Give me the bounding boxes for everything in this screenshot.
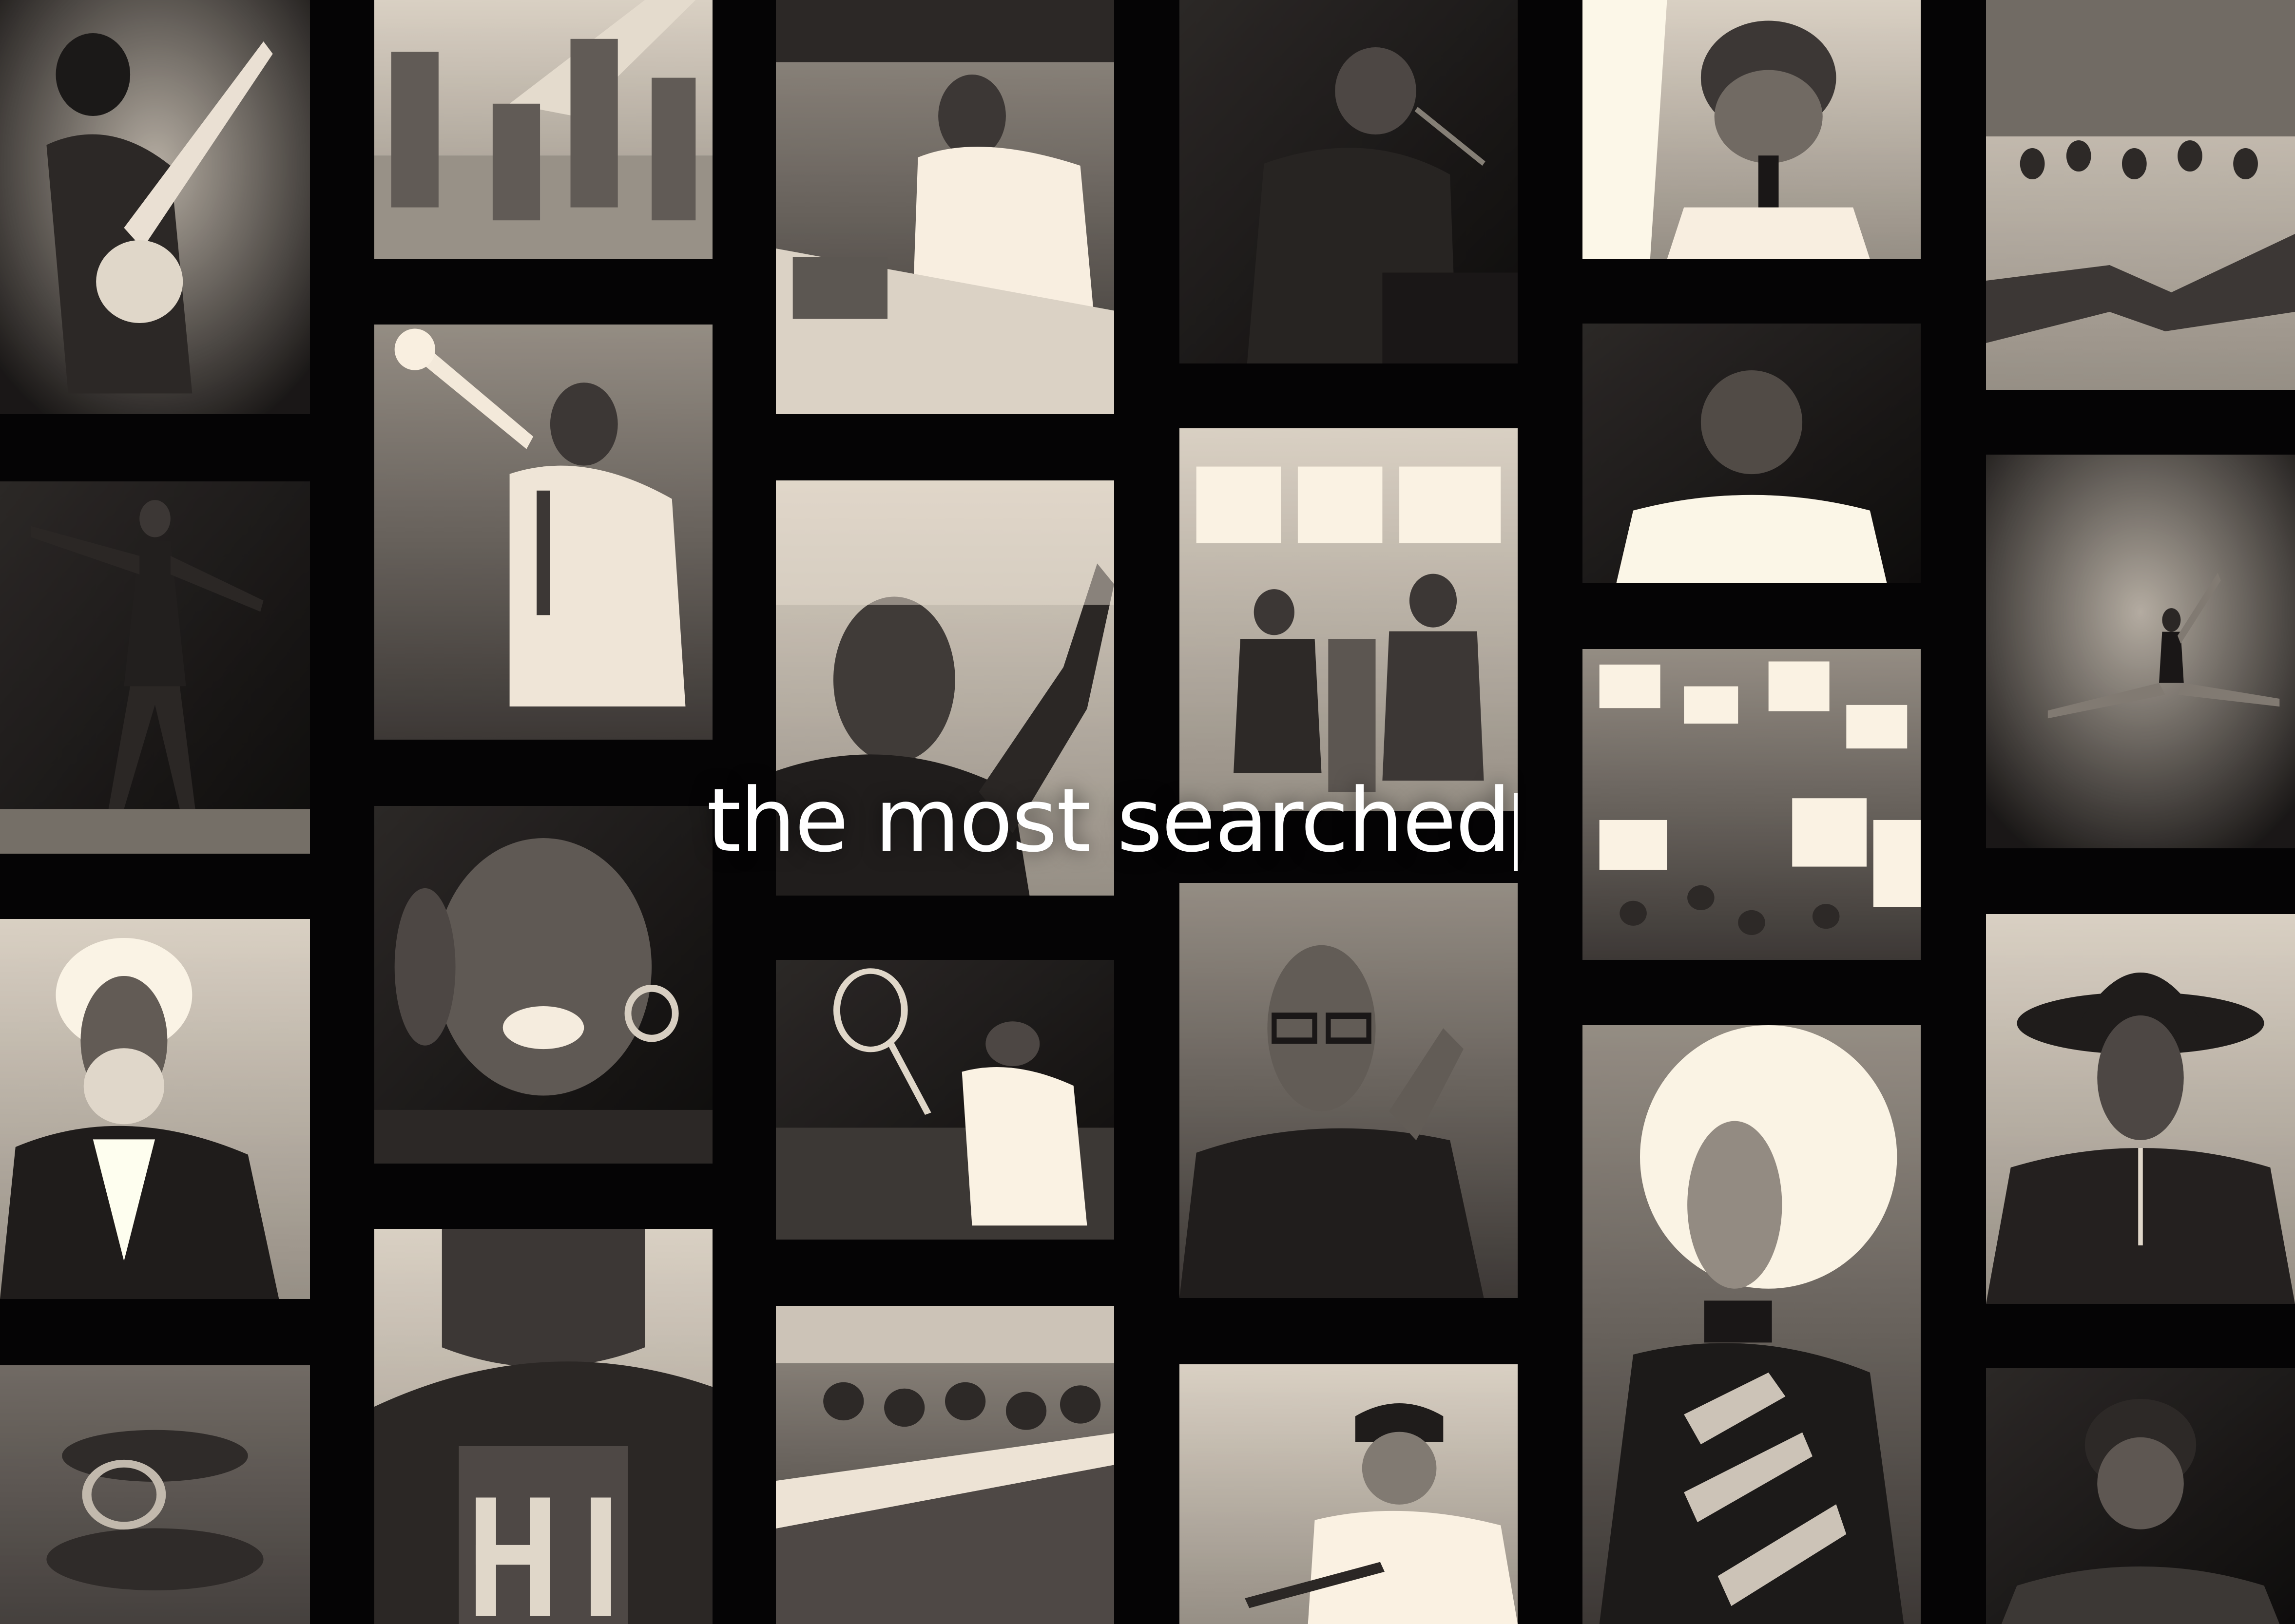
trumpet-player-photo: [374, 325, 713, 740]
athlete-portrait-photo: [1582, 324, 1921, 583]
clasped-hands-photo: [0, 1365, 310, 1624]
march-crowd-signs-photo: [1582, 649, 1921, 960]
football-player-photo: [1986, 1368, 2295, 1624]
singer-at-piano-photo: [1179, 0, 1518, 363]
ballet-dancer-leap-photo: [1986, 455, 2295, 848]
orator-speaking-photo: [776, 480, 1114, 896]
airmen-by-plane-photo: [374, 0, 713, 259]
text-cursor-icon: [1514, 793, 1518, 871]
drag-performer-photo: [1582, 1025, 1921, 1624]
woman-at-desk-photo: [776, 0, 1114, 414]
baseball-player-photo: [1179, 1364, 1518, 1624]
singing-woman-photo: [374, 806, 713, 1164]
singer-with-microphone-photo: [1582, 0, 1921, 259]
tennis-player-photo: [776, 960, 1114, 1240]
cowboy-hat-portrait-photo: [1986, 914, 2295, 1304]
woman-on-bus-photo: [1179, 428, 1518, 811]
smiling-man-glasses-photo: [1179, 883, 1518, 1298]
headline: the most searched: [707, 770, 1511, 872]
university-jacket-photo: [374, 1229, 713, 1624]
guitarist-performing-photo: [0, 0, 310, 414]
marchers-holding-hands-photo: [1986, 0, 2295, 390]
lunch-counter-crowd-photo: [776, 1306, 1114, 1624]
bearded-man-portrait-photo: [0, 919, 310, 1299]
dancer-on-stage-photo: [0, 481, 310, 854]
